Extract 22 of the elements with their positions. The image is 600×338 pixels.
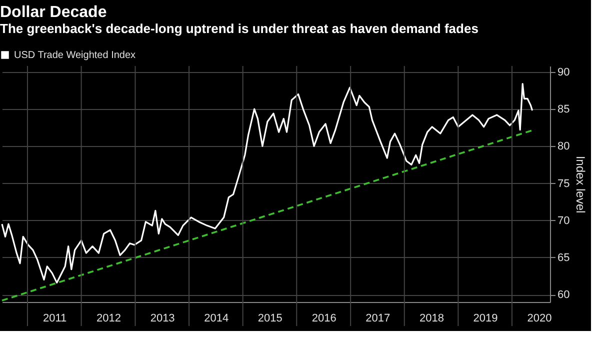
legend-label: USD Trade Weighted Index — [14, 50, 136, 61]
x-tick-label: 2014 — [204, 312, 229, 324]
x-tick-label: 2012 — [96, 312, 122, 324]
x-tick-label: 2020 — [527, 312, 552, 324]
x-tick-label: 2019 — [473, 312, 498, 324]
x-tick-label: 2016 — [312, 312, 336, 324]
chart-title: Dollar Decade — [0, 4, 107, 21]
x-tick-label: 2017 — [366, 312, 390, 324]
x-tick-label: 2013 — [150, 312, 175, 324]
y-tick-label: 80 — [558, 140, 570, 153]
y-tick-label: 75 — [558, 178, 570, 190]
y-tick-label: 90 — [558, 66, 570, 78]
y-tick-label: 65 — [558, 252, 570, 264]
x-tick-label: 2015 — [258, 312, 282, 324]
line-series — [1, 83, 534, 284]
x-tick-label: 2011 — [42, 312, 67, 324]
x-tick-label: 2018 — [419, 312, 444, 324]
y-axis-title: Index level — [574, 156, 588, 214]
y-tick-label: 70 — [558, 214, 570, 227]
y-tick-label: 85 — [558, 104, 570, 116]
y-tick-label: 60 — [558, 289, 570, 302]
chart-subtitle: The greenback's decade-long uptrend is under threat as haven demand fades — [0, 21, 478, 36]
